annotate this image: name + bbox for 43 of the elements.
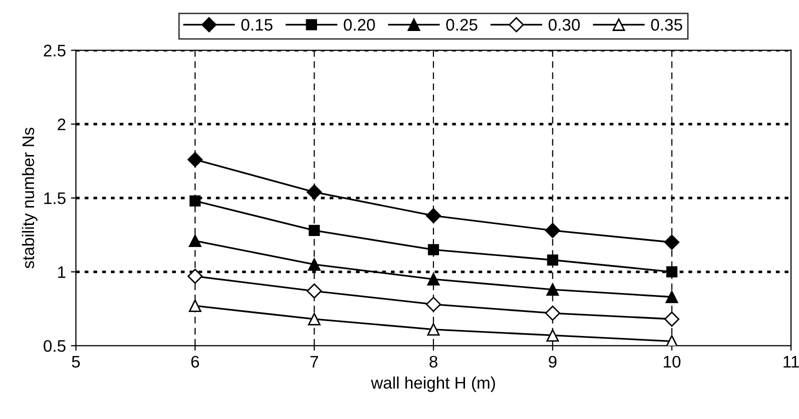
point (308, 312, 321, 326)
point (426, 296, 442, 312)
x-tick-label: 8 (430, 356, 438, 368)
point (190, 195, 201, 206)
x-axis-title: wall height H (m) (370, 376, 495, 392)
legend-label: 0.35 (651, 18, 682, 31)
legend-label: 0.30 (548, 18, 580, 31)
point (427, 323, 440, 336)
y-tick-label: 1.5 (44, 192, 66, 204)
x-tick-label: 6 (191, 356, 199, 368)
point (306, 184, 322, 200)
point (308, 224, 320, 236)
y-tick-label: 2.5 (44, 44, 66, 56)
point (545, 222, 560, 238)
y-tick-label: 0.5 (44, 340, 66, 352)
point (546, 329, 559, 342)
point (428, 244, 440, 256)
point (547, 254, 558, 266)
legend-label: 0.15 (241, 18, 272, 31)
legend-label: 0.25 (446, 18, 478, 31)
y-axis-title: stability number Ns (22, 128, 38, 268)
point (427, 272, 440, 286)
point (188, 300, 202, 312)
x-tick-label: 9 (548, 356, 556, 368)
point (306, 283, 322, 299)
point (545, 306, 560, 321)
point (188, 268, 203, 284)
point (664, 234, 680, 250)
point (308, 258, 321, 271)
point (188, 234, 202, 248)
x-tick-label: 10 (664, 356, 680, 368)
point (188, 152, 203, 168)
point (666, 290, 678, 304)
x-tick-label: 11 (784, 356, 799, 368)
y-tick-label: 1 (58, 266, 66, 278)
point (426, 208, 442, 224)
point (546, 283, 559, 296)
legend-label: 0.20 (344, 18, 375, 31)
point (664, 312, 680, 327)
x-tick-label: 5 (72, 356, 80, 368)
x-tick-label: 7 (310, 356, 318, 368)
point (666, 266, 678, 278)
y-tick-label: 2 (58, 118, 66, 130)
